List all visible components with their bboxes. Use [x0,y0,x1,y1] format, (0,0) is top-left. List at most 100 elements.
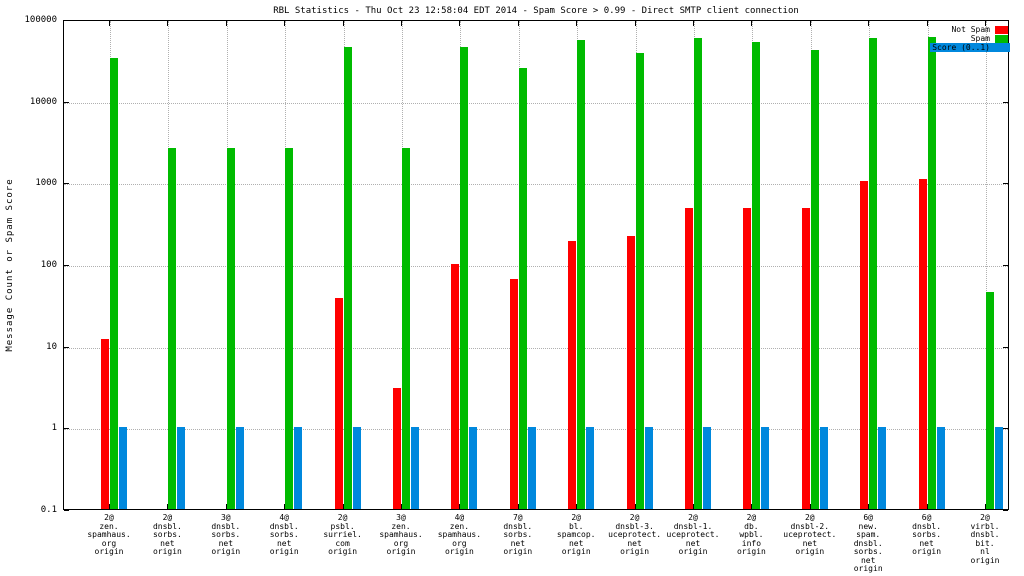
bar-spam [518,68,527,509]
x-tick-mark-bottom [284,504,286,509]
x-tick-mark-bottom [225,504,227,509]
plot-area [63,20,1009,510]
x-tick-mark-bottom [809,504,811,509]
x-tick-mark-top [868,21,870,26]
bar-spam [577,40,586,509]
bar-score-0-1 [235,427,244,509]
x-tick-mark-bottom [926,504,928,509]
y-tick-mark-left [64,20,69,21]
bar-score-0-1 [527,427,536,509]
bar-score-0-1 [411,427,419,509]
bar-score-0-1 [119,427,127,509]
x-tick-mark-top [167,21,169,26]
bar-score-0-1 [177,427,186,509]
x-tick-mark-top [225,21,227,26]
legend-label: Score (0..1) [932,43,990,52]
y-tick-mark-left [64,428,69,430]
bar-not-spam [743,208,752,509]
y-tick-label: 100 [40,260,57,270]
bar-spam [460,47,469,509]
bar-spam [927,37,936,509]
gridline-v [986,21,987,509]
y-tick-label: 10000 [29,96,57,107]
bar-spam [110,58,118,509]
legend: Not Spam Spam Score (0..1) [930,25,1010,52]
x-category-label: 6@ dnsbl. sorbs. net origin [912,513,942,556]
bar-spam [635,53,644,509]
bar-spam [226,148,235,509]
x-tick-mark-bottom [401,504,402,509]
x-category-label: 3@ dnsbl. sorbs. net origin [211,513,241,556]
x-tick-mark-bottom [459,504,461,509]
bar-not-spam [801,208,810,509]
x-tick-mark-top [576,21,578,26]
y-tick-mark-right [1003,265,1008,266]
y-tick-mark-left [64,265,69,266]
bar-spam [694,38,702,509]
bar-score-0-1 [703,427,711,509]
legend-item: Spam [930,34,1010,43]
legend-label: Not Spam [951,25,990,34]
x-tick-mark-bottom [868,504,870,509]
legend-item: Not Spam [930,25,1010,34]
y-tick-mark-right [1003,510,1008,511]
y-tick-mark-right [1003,183,1008,185]
y-tick-mark-left [64,510,69,511]
x-tick-mark-bottom [634,504,636,509]
x-tick-mark-top [693,21,694,26]
x-tick-mark-top [634,21,636,26]
gridline-h [64,184,1008,186]
y-tick-mark-left [64,183,69,185]
y-tick-label: 10 [46,341,57,352]
bar-not-spam [626,236,635,509]
bar-score-0-1 [644,427,653,509]
y-tick-label: 1 [51,423,57,434]
bar-spam [869,38,878,509]
x-tick-mark-bottom [751,504,753,509]
x-category-label: 2@ zen. spamhaus. org origin [87,513,131,556]
bar-score-0-1 [936,427,945,509]
x-tick-mark-top [809,21,811,26]
x-category-label: 2@ dnsbl-1. uceprotect. net origin [666,513,720,556]
x-category-label: 2@ dnsbl. sorbs. net origin [152,513,182,556]
x-category-label: 2@ psbl. surriel. com origin [323,513,362,556]
y-tick-mark-left [64,346,69,348]
bar-score-0-1 [469,427,478,509]
legend-item: Score (0..1) [930,43,1010,52]
legend-label: Spam [970,34,990,43]
x-category-label: 2@ db. wpbl. info origin [736,513,766,556]
bar-spam [752,42,761,509]
bar-spam [285,148,294,509]
x-tick-mark-bottom [693,504,694,509]
bar-spam [168,148,177,509]
bar-not-spam [101,339,109,509]
bar-not-spam [393,388,401,509]
x-tick-mark-bottom [576,504,578,509]
x-tick-mark-bottom [167,504,169,509]
y-tick-mark-left [64,101,69,103]
x-tick-mark-top [109,21,110,26]
x-category-label: 2@ dnsbl-3. uceprotect. net origin [608,513,662,556]
bar-score-0-1 [761,427,770,509]
bar-score-0-1 [878,427,887,509]
x-tick-mark-bottom [517,504,519,509]
y-tick-label: 100000 [24,15,57,25]
x-category-label: 4@ dnsbl. sorbs. net origin [269,513,299,556]
bar-spam [986,292,994,509]
y-tick-label: 1000 [35,178,57,189]
bar-not-spam [918,179,927,509]
x-category-label: 4@ zen. spamhaus. org origin [437,513,482,556]
x-tick-mark-top [459,21,461,26]
bar-score-0-1 [819,427,828,509]
x-tick-mark-top [401,21,402,26]
bar-score-0-1 [586,427,595,509]
y-tick-mark-right [1003,346,1008,348]
y-tick-mark-right [1003,101,1008,103]
bar-not-spam [334,298,343,509]
legend-swatch [995,34,1008,43]
bar-not-spam [860,181,869,509]
bar-not-spam [509,279,518,509]
x-tick-mark-bottom [985,504,986,509]
chart-title: RBL Statistics - Thu Oct 23 12:58:04 EDT… [273,6,799,16]
